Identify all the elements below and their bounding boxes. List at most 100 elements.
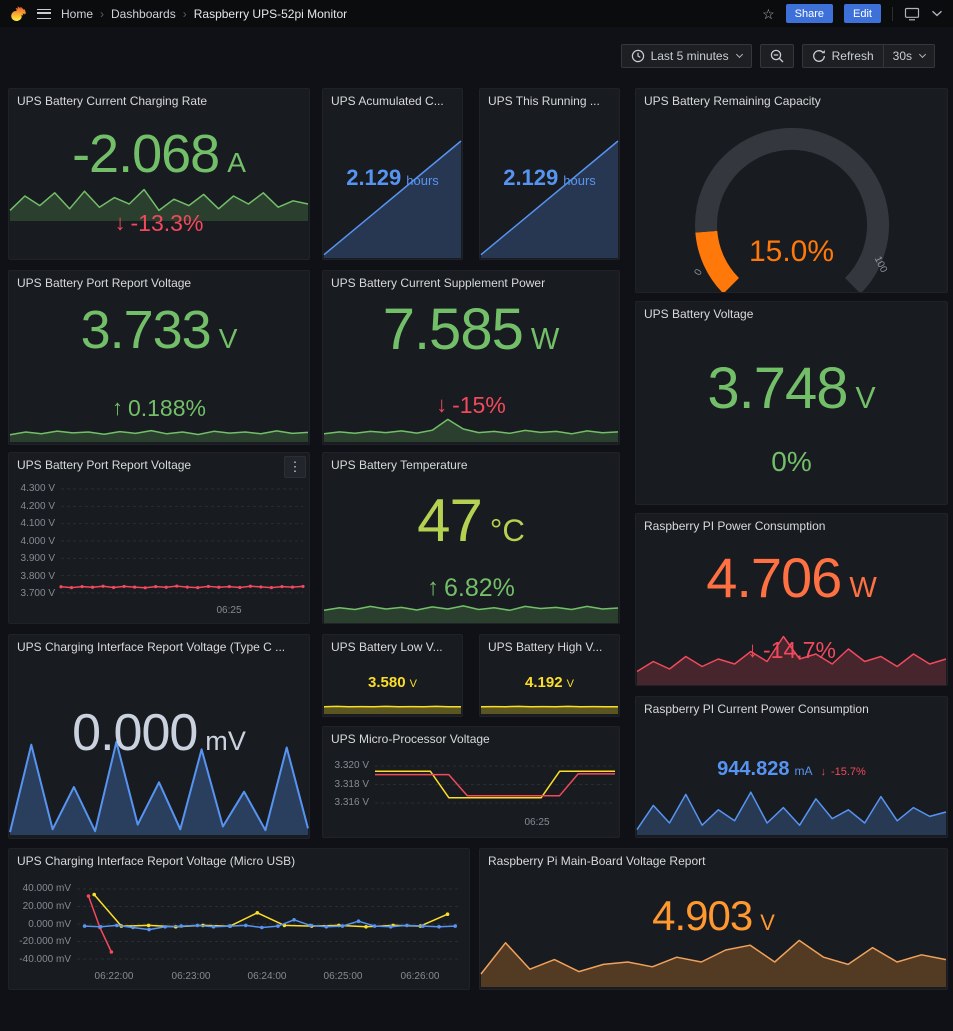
grafana-logo-icon[interactable] xyxy=(10,5,27,22)
panel-ups-charging-interface-voltage-micro-usb: UPS Charging Interface Report Voltage (M… xyxy=(8,848,470,990)
panel-ups-battery-current-supplement-power: UPS Battery Current Supplement Power 7.5… xyxy=(322,270,620,445)
stat-value: 0.000 xyxy=(72,704,198,762)
zoom-out-icon xyxy=(770,49,784,63)
chevron-down-icon[interactable] xyxy=(931,10,943,17)
y-axis-label: 3.318 V xyxy=(334,778,369,790)
stat-unit: hours xyxy=(563,173,596,188)
nav-divider xyxy=(892,6,893,21)
stat-delta: ↓ -14.7% xyxy=(636,634,947,666)
panel-raspberry-pi-current-power-consumption: Raspberry PI Current Power Consumption 9… xyxy=(635,696,948,838)
clock-icon xyxy=(631,49,645,63)
menu-toggle-icon[interactable] xyxy=(37,8,51,19)
refresh-button[interactable]: Refresh xyxy=(801,44,883,68)
refresh-interval-dropdown[interactable]: 30s xyxy=(882,44,935,68)
stat-unit: A xyxy=(227,147,246,178)
stat-value: 2.129 xyxy=(503,165,559,190)
y-axis-label: 4.200 V xyxy=(20,500,55,512)
panel-ups-battery-port-report-voltage-chart: UPS Battery Port Report Voltage ⋮ 4.300 … xyxy=(8,452,310,624)
y-axis: 3.320 V 3.318 V 3.316 V xyxy=(325,760,369,808)
panel-title[interactable]: Raspberry PI Current Power Consumption xyxy=(644,702,869,716)
stat-value: 3.748 xyxy=(707,356,848,421)
zoom-out-button[interactable] xyxy=(759,44,794,68)
panel-title[interactable]: UPS Battery Current Supplement Power xyxy=(331,276,546,290)
y-axis: 4.300 V 4.200 V 4.100 V 4.000 V 3.900 V … xyxy=(11,483,55,599)
timeseries-chart[interactable] xyxy=(375,761,615,808)
stat-value: 4.903 xyxy=(652,892,753,939)
stat-value: 3.733 xyxy=(80,300,212,360)
panel-title[interactable]: UPS Micro-Processor Voltage xyxy=(331,732,490,746)
panel-title[interactable]: UPS Charging Interface Report Voltage (M… xyxy=(17,854,296,868)
breadcrumb-dashboards[interactable]: Dashboards xyxy=(111,6,176,21)
chevron-down-icon xyxy=(735,50,743,59)
stat-unit: V xyxy=(218,323,238,354)
edit-button[interactable]: Edit xyxy=(844,4,881,23)
refresh-label: Refresh xyxy=(831,49,874,63)
timeseries-chart[interactable] xyxy=(77,884,459,964)
breadcrumb-home[interactable]: Home xyxy=(61,6,94,21)
stat-unit: W xyxy=(530,323,560,356)
panel-title[interactable]: UPS Charging Interface Report Voltage (T… xyxy=(17,640,286,654)
panel-title[interactable]: Raspberry PI Power Consumption xyxy=(644,519,826,533)
panel-title[interactable]: Raspberry Pi Main-Board Voltage Report xyxy=(488,854,706,868)
x-axis-label: 06:25:00 xyxy=(323,971,363,982)
trend-down-icon: ↓ xyxy=(747,637,759,663)
panel-ups-battery-temperature: UPS Battery Temperature 47 °C ↑ 6.82% xyxy=(322,452,620,624)
stat-unit: V xyxy=(409,678,417,690)
stat-value-row: 944.828 mA ↓ -15.7% xyxy=(636,759,947,779)
timeseries-chart[interactable] xyxy=(59,484,305,598)
delta-value: 6.82% xyxy=(443,573,515,602)
panel-title[interactable]: UPS This Running ... xyxy=(488,94,600,108)
panel-raspberry-pi-main-board-voltage: Raspberry Pi Main-Board Voltage Report 4… xyxy=(479,848,948,990)
sparkline xyxy=(9,429,309,442)
y-axis-label: 0.000 mV xyxy=(28,918,71,930)
delta-value: 0.188% xyxy=(127,394,206,421)
x-axis-label: 06:26:00 xyxy=(400,971,440,982)
trend-down-icon: ↓ xyxy=(820,766,826,778)
panel-title[interactable]: UPS Battery High V... xyxy=(488,640,603,654)
y-axis-label: 4.300 V xyxy=(20,483,55,494)
x-axis-label: 06:24:00 xyxy=(247,971,287,982)
panel-title[interactable]: UPS Battery Remaining Capacity xyxy=(644,94,821,108)
trend-up-icon: ↑ xyxy=(112,395,123,421)
sparkline xyxy=(9,188,309,221)
refresh-group: Refresh 30s xyxy=(801,44,935,68)
y-axis-label: 3.900 V xyxy=(20,553,55,564)
stat-value-row: 4.706 W xyxy=(636,550,947,628)
stat-value: 2.129 xyxy=(346,165,402,190)
stat-unit: °C xyxy=(489,513,525,548)
panel-ups-battery-port-report-voltage-stat: UPS Battery Port Report Voltage 3.733 V … xyxy=(8,270,310,445)
panel-title[interactable]: UPS Acumulated C... xyxy=(331,94,444,108)
stat-unit: mA xyxy=(794,764,813,778)
panel-title[interactable]: UPS Battery Temperature xyxy=(331,458,468,472)
chevron-down-icon xyxy=(918,50,927,59)
share-button[interactable]: Share xyxy=(785,4,834,23)
tv-mode-icon[interactable] xyxy=(904,7,920,21)
panel-ups-charging-interface-voltage-type-c: UPS Charging Interface Report Voltage (T… xyxy=(8,634,310,839)
stat-value: 3.580 xyxy=(368,674,406,691)
stat-value: 4.192 xyxy=(525,674,563,691)
delta-value: -13.3% xyxy=(130,209,204,236)
stat-unit: V xyxy=(566,678,574,690)
time-range-label: Last 5 minutes xyxy=(650,49,729,63)
star-favorite-icon[interactable]: ☆ xyxy=(762,5,775,22)
nav-actions: ☆ Share Edit xyxy=(762,4,943,23)
delta-value: 0% xyxy=(771,446,812,477)
panel-title[interactable]: UPS Battery Current Charging Rate xyxy=(17,94,208,108)
panel-ups-battery-remaining-capacity: UPS Battery Remaining Capacity 15.0% 0 1… xyxy=(635,88,948,293)
y-axis-label: 4.100 V xyxy=(20,518,55,529)
sparkline xyxy=(323,705,461,714)
panel-title[interactable]: UPS Battery Low V... xyxy=(331,640,443,654)
y-axis-label: 20.000 mV xyxy=(22,900,71,912)
panel-title[interactable]: UPS Battery Voltage xyxy=(644,307,754,321)
delta-value: -14.7% xyxy=(763,636,836,663)
stat-delta: ↓ -13.3% xyxy=(9,207,309,239)
stat-value-row: 3.733 V xyxy=(9,303,309,389)
panel-menu-button[interactable]: ⋮ xyxy=(284,456,306,478)
panel-title[interactable]: UPS Battery Port Report Voltage xyxy=(17,276,192,290)
panel-title[interactable]: UPS Battery Port Report Voltage xyxy=(17,458,192,472)
time-range-picker[interactable]: Last 5 minutes xyxy=(620,44,752,68)
x-axis-label: 06:22:00 xyxy=(94,971,134,982)
stat-unit: mV xyxy=(205,726,246,756)
y-axis-label: -20.000 mV xyxy=(19,936,71,948)
